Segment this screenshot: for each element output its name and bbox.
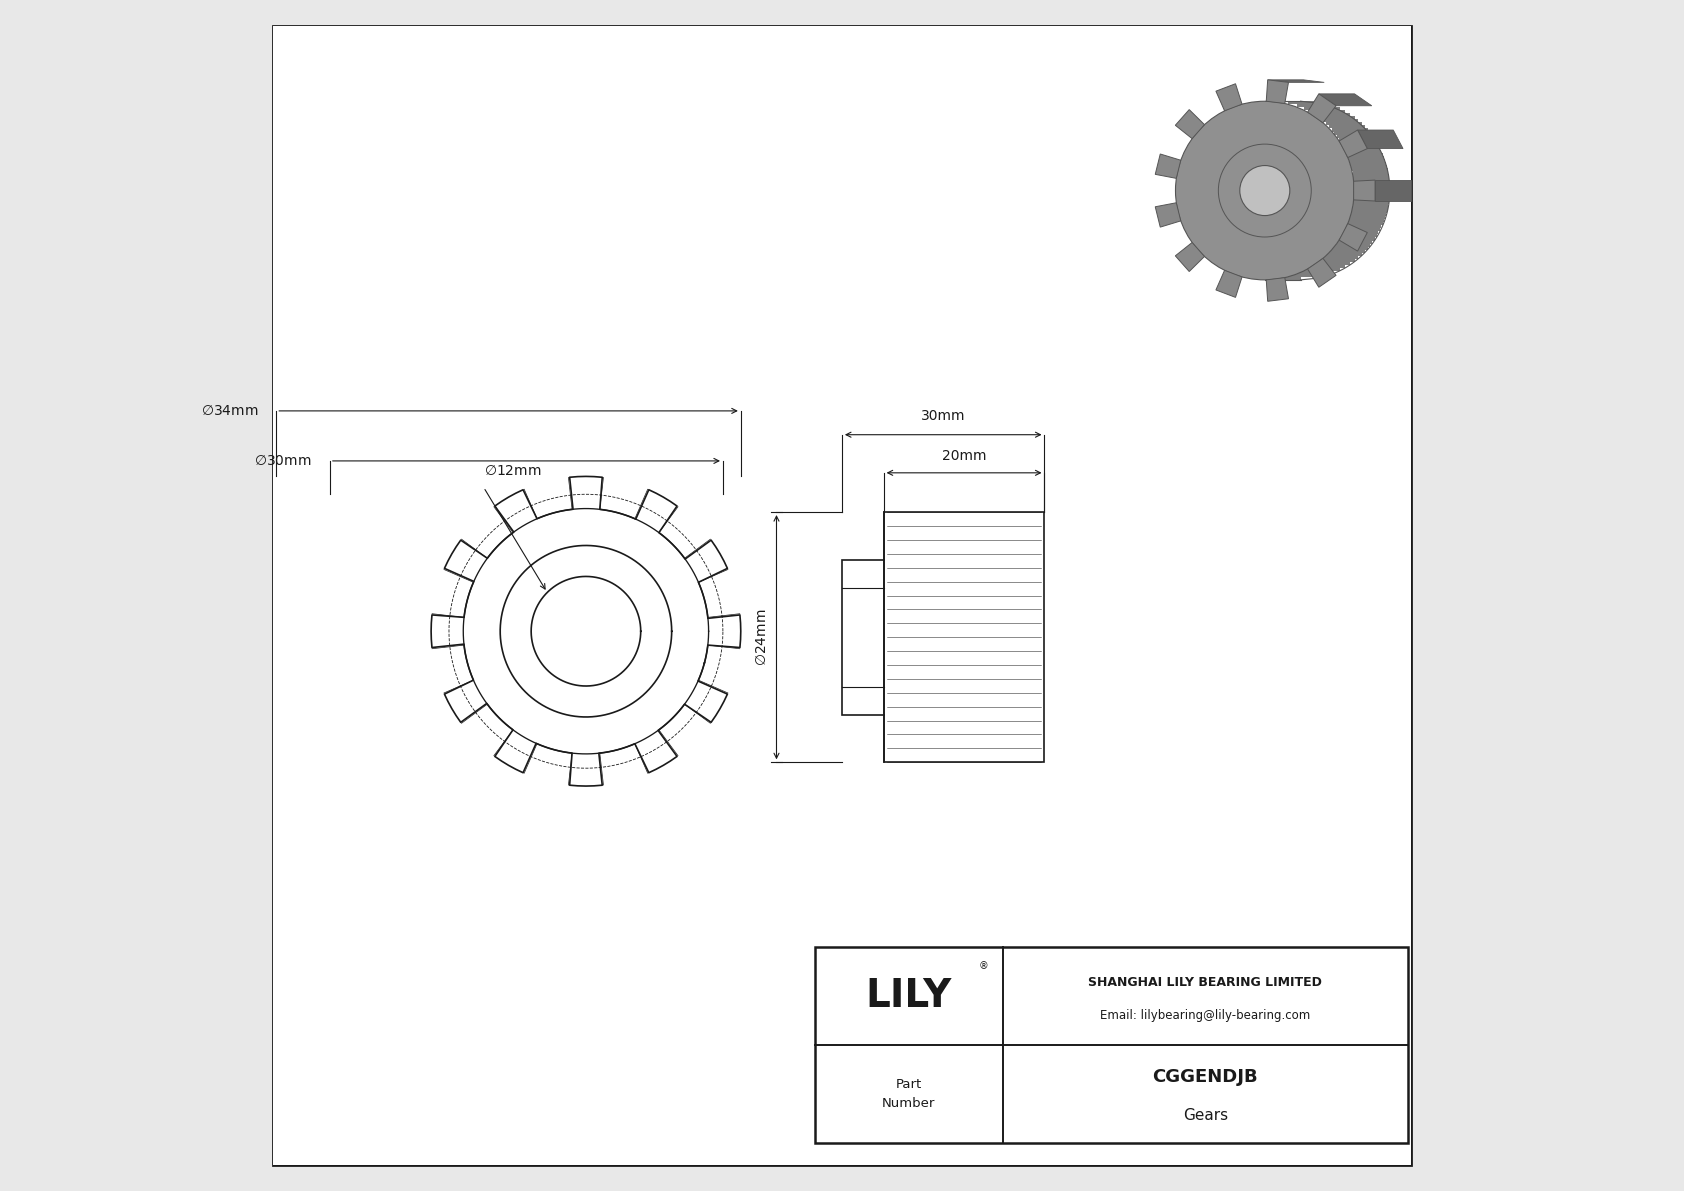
Polygon shape	[1216, 83, 1243, 111]
Circle shape	[1239, 166, 1290, 216]
Bar	[884, 512, 1044, 762]
Text: $\varnothing$30mm: $\varnothing$30mm	[254, 454, 312, 468]
Polygon shape	[1307, 94, 1335, 123]
Text: LILY: LILY	[866, 977, 951, 1015]
Polygon shape	[1266, 278, 1288, 301]
Text: $\varnothing$34mm: $\varnothing$34mm	[200, 404, 258, 418]
Text: Gears: Gears	[1182, 1109, 1228, 1123]
Bar	[842, 560, 884, 715]
Polygon shape	[1268, 80, 1324, 82]
Polygon shape	[1266, 80, 1288, 104]
Polygon shape	[1339, 130, 1367, 157]
Text: 30mm: 30mm	[921, 409, 965, 423]
Text: CGGENDJB: CGGENDJB	[1152, 1067, 1258, 1085]
Polygon shape	[1155, 202, 1180, 227]
Polygon shape	[1376, 180, 1411, 201]
Bar	[815, 947, 1408, 1143]
Text: SHANGHAI LILY BEARING LIMITED: SHANGHAI LILY BEARING LIMITED	[1088, 975, 1322, 989]
Text: $\varnothing$24mm: $\varnothing$24mm	[754, 609, 770, 666]
Polygon shape	[1354, 180, 1376, 201]
Bar	[815, 947, 1408, 1143]
Polygon shape	[1155, 154, 1180, 179]
Text: Email: lilybearing@lily-bearing.com: Email: lilybearing@lily-bearing.com	[1100, 1009, 1310, 1022]
Polygon shape	[1175, 110, 1204, 138]
Polygon shape	[1307, 258, 1335, 287]
Polygon shape	[1339, 224, 1367, 251]
Circle shape	[1175, 101, 1354, 280]
Polygon shape	[1175, 243, 1204, 272]
Text: Part
Number: Part Number	[882, 1078, 935, 1110]
Polygon shape	[1216, 270, 1243, 298]
Polygon shape	[1319, 94, 1372, 106]
Polygon shape	[1357, 130, 1403, 149]
Text: $\varnothing$12mm: $\varnothing$12mm	[483, 463, 541, 478]
Text: 20mm: 20mm	[941, 449, 987, 463]
Text: ®: ®	[978, 961, 989, 971]
